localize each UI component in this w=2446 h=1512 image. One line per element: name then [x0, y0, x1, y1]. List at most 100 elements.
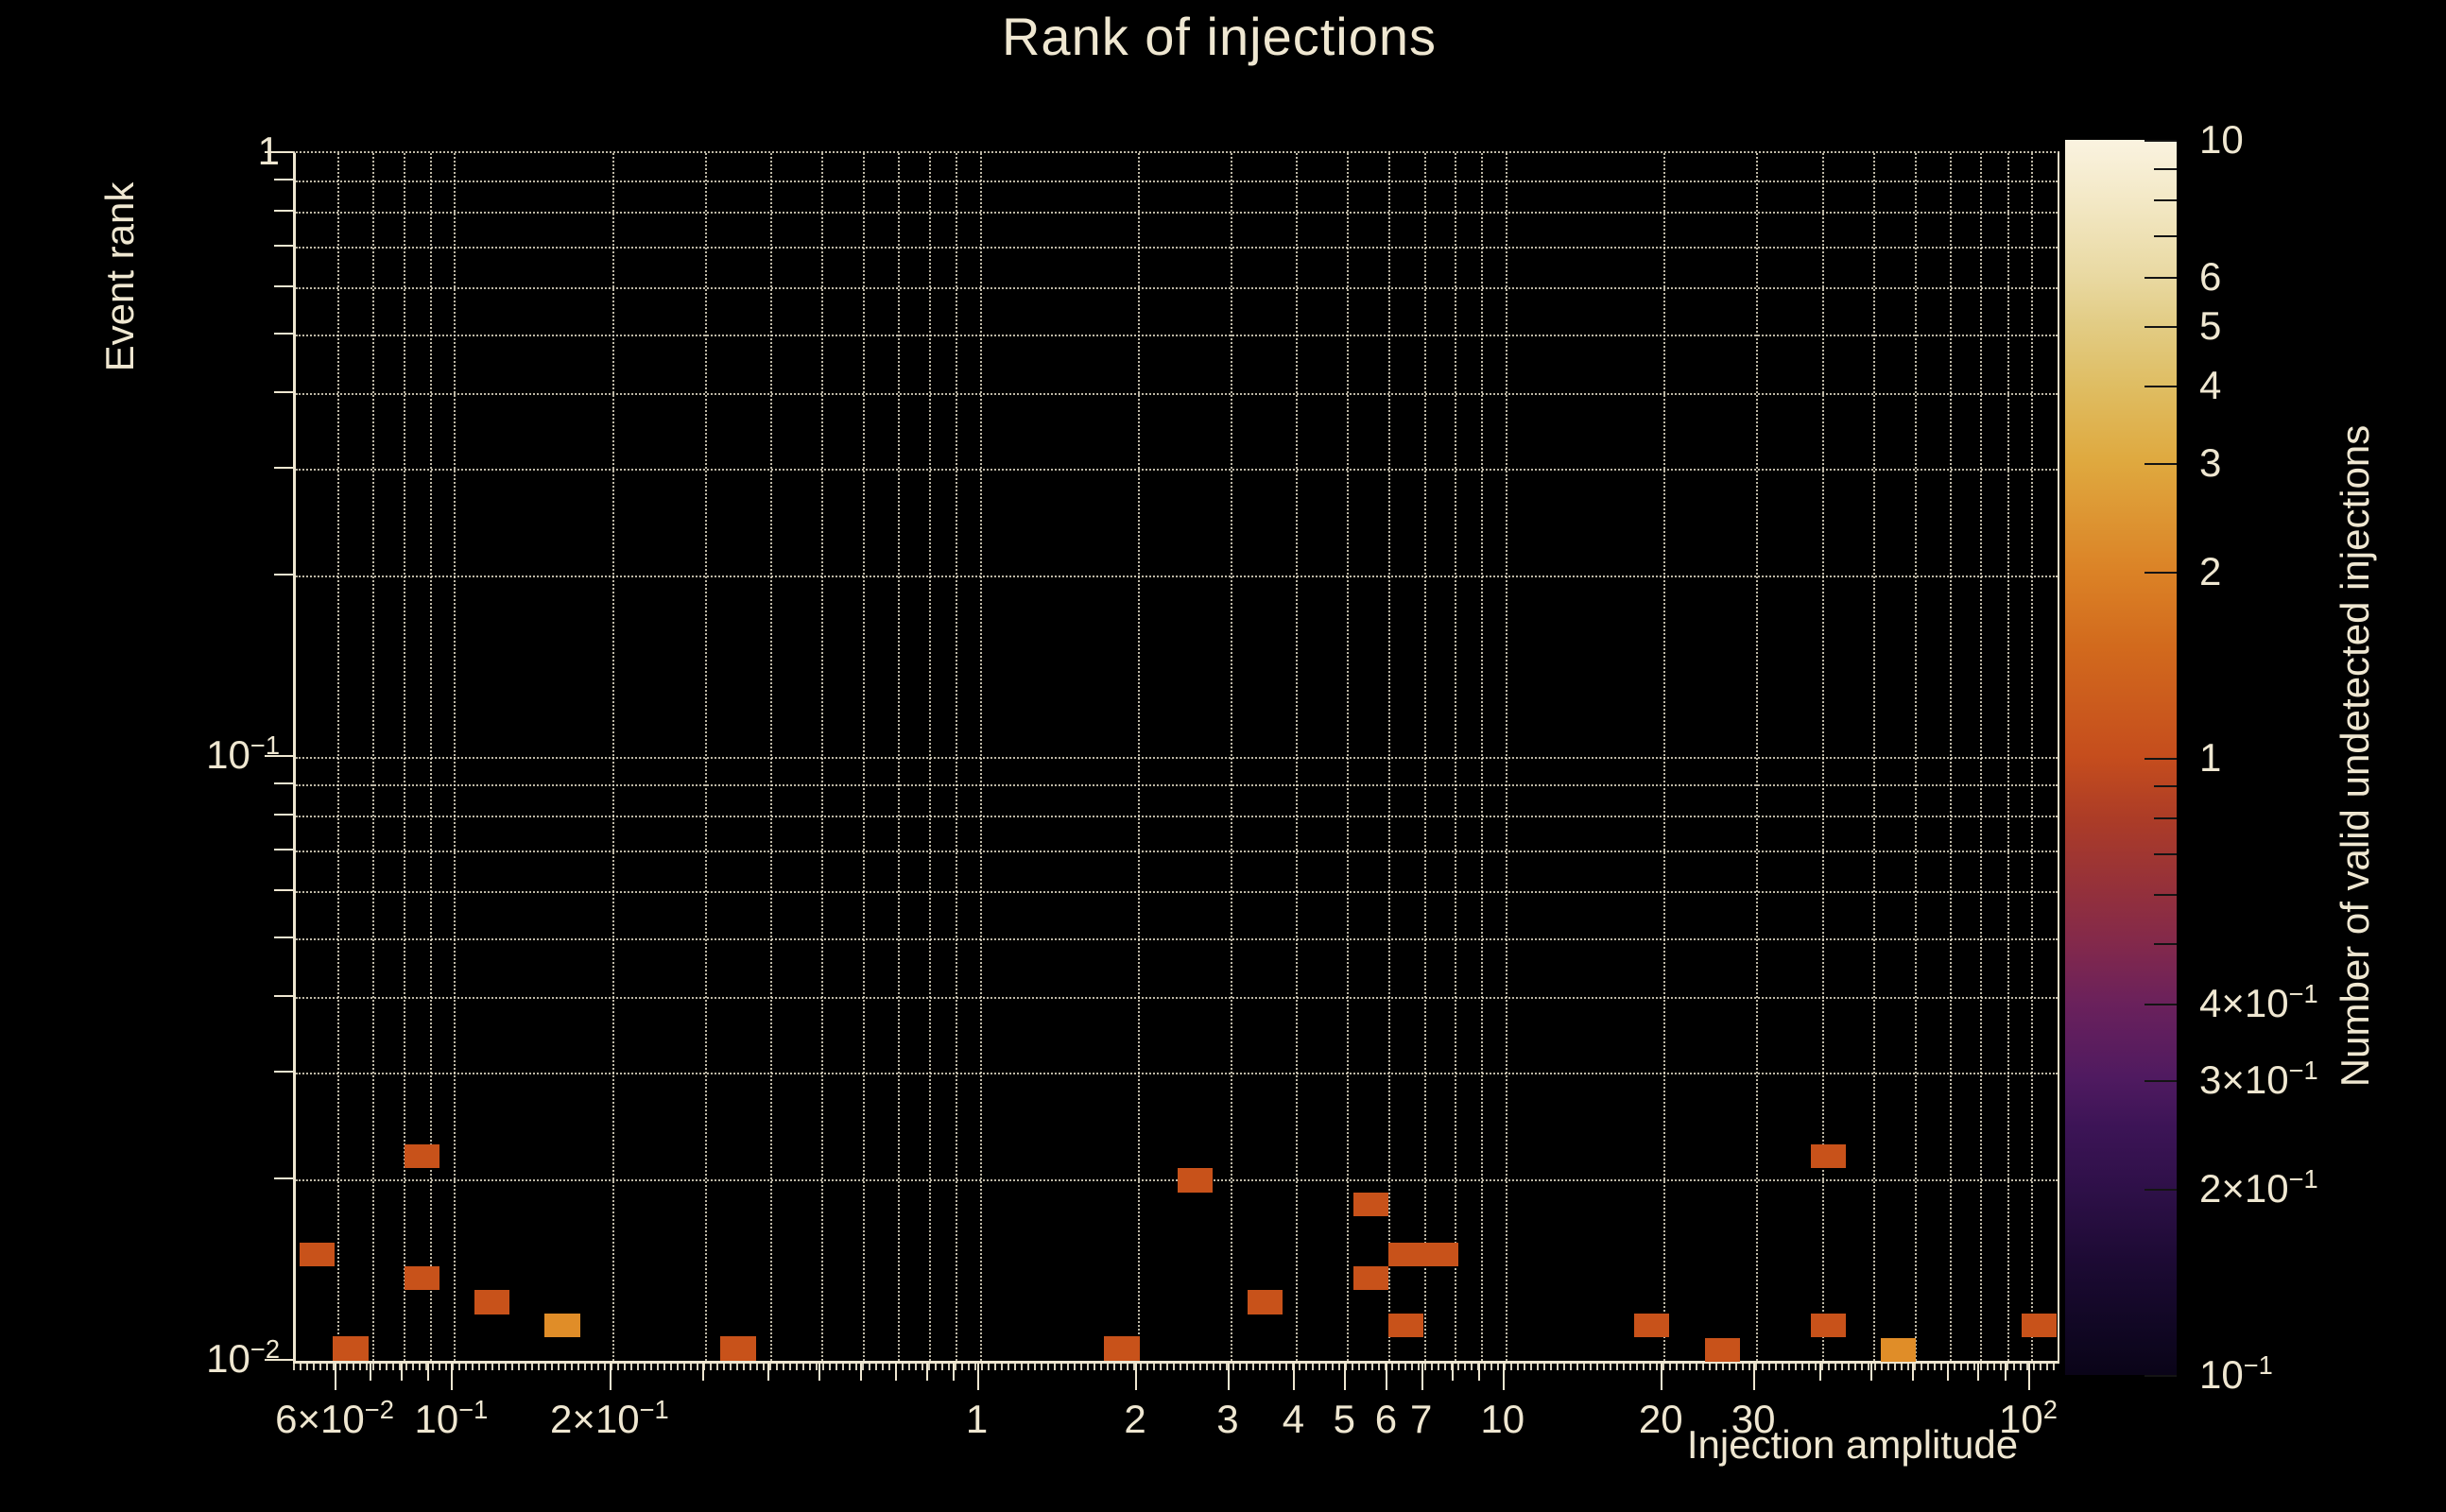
- colorbar-tick-label: 10−1: [2199, 1350, 2273, 1397]
- y-tick: [265, 1359, 293, 1361]
- x-tick: [1386, 1362, 1388, 1390]
- gridline-y: [296, 784, 2058, 787]
- colorbar-tick-label: 5: [2199, 302, 2222, 348]
- y-tick: [274, 936, 293, 939]
- gridline-y: [296, 997, 2058, 1000]
- x-tick: [2027, 1362, 2030, 1390]
- y-tick: [274, 333, 293, 335]
- colorbar-tick-label: 3: [2199, 439, 2222, 485]
- data-bin: [333, 1336, 369, 1362]
- colorbar-tick: [2145, 1375, 2177, 1377]
- data-bin: [1247, 1290, 1283, 1314]
- x-tick: [1753, 1362, 1756, 1390]
- data-bin: [1352, 1265, 1389, 1291]
- y-tick: [274, 573, 293, 576]
- x-tick-label: 6×10−2: [275, 1395, 394, 1441]
- colorbar-tick-label: 6: [2199, 253, 2222, 299]
- colorbar-tick-label: 1: [2199, 734, 2222, 780]
- y-tick: [274, 1071, 293, 1074]
- gridline-y: [296, 286, 2058, 289]
- colorbar-tick-label: 3×10−1: [2199, 1056, 2318, 1103]
- y-tick: [274, 284, 293, 287]
- data-bin: [1810, 1313, 1846, 1338]
- y-tick: [274, 782, 293, 785]
- colorbar-tick-label: 2: [2199, 548, 2222, 593]
- colorbar-label: Number of valid undetected injections: [2333, 424, 2377, 1088]
- y-tick-label: 10−2: [206, 1334, 280, 1381]
- gridline-y: [296, 246, 2058, 249]
- x-tick: [1135, 1362, 1138, 1390]
- colorbar-minor-tick: [2154, 785, 2177, 788]
- y-tick: [274, 391, 293, 394]
- x-tick-label: 1: [965, 1397, 989, 1441]
- gridline-y: [296, 335, 2058, 337]
- x-tick: [1451, 1362, 1454, 1381]
- y-tick: [274, 209, 293, 212]
- x-tick: [2004, 1362, 2007, 1381]
- y-tick-label: 10−1: [206, 730, 280, 777]
- x-tick-label: 7: [1409, 1397, 1433, 1441]
- colorbar-tick: [2145, 386, 2177, 388]
- x-tick: [1911, 1362, 1914, 1381]
- x-tick-label: 3: [1216, 1397, 1239, 1441]
- x-tick-label: 2×10−1: [549, 1395, 669, 1441]
- x-tick: [1977, 1362, 1980, 1381]
- x-tick: [1502, 1362, 1505, 1390]
- data-bin: [474, 1290, 510, 1314]
- x-axis-label: Injection amplitude: [1686, 1422, 2019, 1467]
- x-axis-minor-tick-comb: [293, 1362, 2057, 1370]
- x-tick: [1661, 1362, 1663, 1390]
- y-tick: [274, 179, 293, 181]
- data-bin: [1634, 1313, 1670, 1338]
- colorbar-tick: [2145, 571, 2177, 574]
- data-bin: [404, 1265, 439, 1291]
- y-tick: [274, 995, 293, 998]
- colorbar-minor-tick: [2154, 894, 2177, 897]
- x-tick-label: 20: [1638, 1397, 1683, 1441]
- data-bin: [2021, 1313, 2058, 1338]
- data-bin: [720, 1336, 756, 1362]
- x-tick-label: 10: [1480, 1397, 1525, 1441]
- data-bin: [1177, 1168, 1214, 1193]
- gridline-y: [296, 1178, 2058, 1181]
- x-tick-label: 2: [1124, 1397, 1146, 1441]
- x-tick: [1818, 1362, 1821, 1381]
- x-tick-label: 6: [1374, 1397, 1398, 1441]
- x-tick: [451, 1362, 454, 1390]
- x-tick: [860, 1362, 863, 1381]
- x-tick: [370, 1362, 372, 1381]
- x-tick: [1293, 1362, 1296, 1390]
- y-tick: [274, 244, 293, 247]
- data-bin: [544, 1313, 580, 1338]
- colorbar-minor-tick: [2154, 943, 2177, 946]
- gridline-y: [296, 180, 2058, 183]
- x-tick: [1478, 1362, 1481, 1381]
- gridline-y: [296, 1073, 2058, 1075]
- x-tick: [335, 1362, 337, 1390]
- y-tick-label: 1: [257, 129, 280, 173]
- x-tick: [1421, 1362, 1423, 1390]
- gridline-y: [296, 469, 2058, 472]
- colorbar-minor-tick: [2154, 199, 2177, 202]
- colorbar-tick: [2145, 140, 2177, 142]
- colorbar-tick: [2145, 757, 2177, 760]
- gridline-y: [296, 757, 2058, 759]
- colorbar-minor-tick: [2154, 235, 2177, 238]
- x-tick: [818, 1362, 821, 1381]
- gridline-y: [296, 211, 2058, 214]
- x-tick-label: 10−1: [414, 1395, 489, 1441]
- gridline-y: [296, 890, 2058, 893]
- x-tick: [953, 1362, 956, 1381]
- data-bin: [1104, 1336, 1140, 1362]
- gridline-y: [296, 938, 2058, 941]
- gridline-y: [296, 850, 2058, 852]
- colorbar-tick-label: 10: [2199, 117, 2244, 162]
- data-bin: [1387, 1242, 1459, 1267]
- y-tick: [274, 888, 293, 891]
- colorbar-minor-tick: [2154, 816, 2177, 819]
- x-tick-label: 4: [1282, 1397, 1305, 1441]
- data-bin: [404, 1143, 440, 1169]
- x-tick: [1946, 1362, 1949, 1381]
- y-tick: [274, 1177, 293, 1179]
